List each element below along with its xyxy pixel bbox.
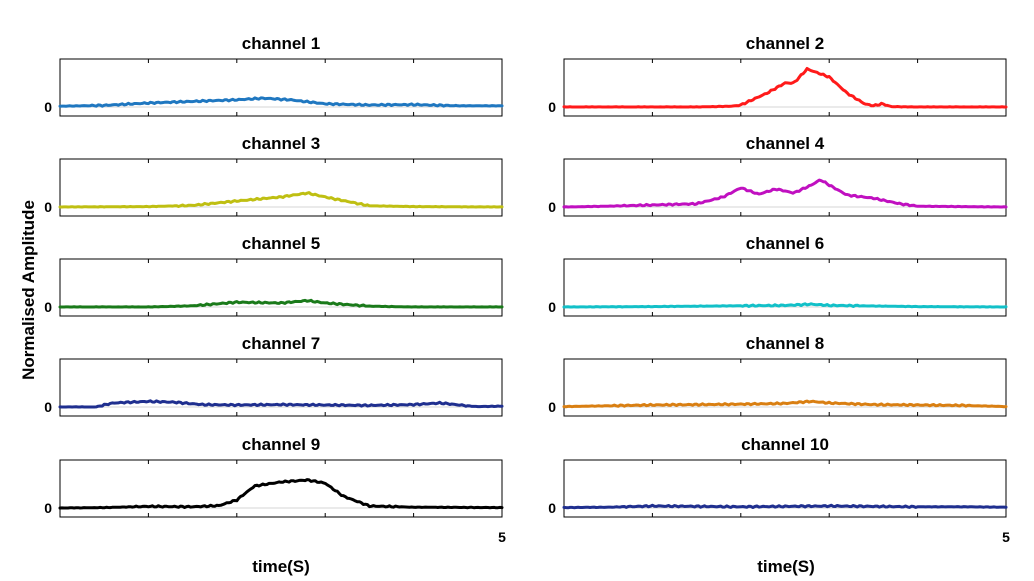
panel-title: channel 7 [242, 334, 320, 353]
y-tick-label-0: 0 [44, 399, 52, 415]
panel-title: channel 4 [746, 134, 825, 153]
y-tick-label-0: 0 [44, 500, 52, 516]
panel-channel-6: channel 6 0 [548, 234, 1008, 317]
panel-channel-2: channel 2 0 [548, 34, 1008, 117]
y-tick-label-0: 0 [548, 399, 556, 415]
y-tick-label-0: 0 [44, 99, 52, 115]
trace-line-channel-5 [58, 298, 504, 309]
y-tick-label-0: 0 [44, 199, 52, 215]
panel-channel-8: channel 8 0 [548, 334, 1008, 417]
trace-line-channel-2 [562, 67, 1008, 109]
x-tick-label-5: 5 [498, 529, 506, 545]
panel-channel-1: channel 1 0 [44, 34, 504, 117]
trace-line-channel-9 [58, 478, 504, 510]
panel-title: channel 6 [746, 234, 824, 253]
panel-channel-3: channel 3 0 [44, 134, 504, 217]
trace-line-channel-1 [58, 96, 504, 108]
panel-channel-5: channel 5 0 [44, 234, 504, 317]
panel-title: channel 2 [746, 34, 824, 53]
y-tick-label-0: 0 [548, 99, 556, 115]
y-tick-label-0: 0 [548, 500, 556, 516]
trace-line-channel-4 [562, 178, 1008, 209]
y-tick-label-0: 0 [548, 299, 556, 315]
panel-title: channel 1 [242, 34, 320, 53]
y-tick-label-0: 0 [44, 299, 52, 315]
trace-line-channel-6 [562, 302, 1008, 309]
panel-title: channel 10 [741, 435, 829, 454]
panel-title: channel 8 [746, 334, 824, 353]
panel-channel-4: channel 4 0 [548, 134, 1008, 217]
y-axis-label: Normalised Amplitude [19, 200, 38, 380]
panel-channel-7: channel 7 0 [44, 334, 504, 417]
panel-channel-10: channel 10 0 5 [548, 435, 1010, 545]
trace-line-channel-3 [58, 191, 504, 209]
x-axis-label-right: time(S) [757, 557, 815, 576]
trace-line-channel-7 [58, 399, 504, 409]
panel-title: channel 5 [242, 234, 320, 253]
y-tick-label-0: 0 [548, 199, 556, 215]
panel-title: channel 3 [242, 134, 320, 153]
trace-line-channel-10 [562, 503, 1008, 510]
panel-title: channel 9 [242, 435, 320, 454]
x-tick-label-5: 5 [1002, 529, 1010, 545]
panel-channel-9: channel 9 0 5 [44, 435, 506, 545]
x-axis-label-left: time(S) [252, 557, 310, 576]
trace-line-channel-8 [562, 399, 1008, 409]
